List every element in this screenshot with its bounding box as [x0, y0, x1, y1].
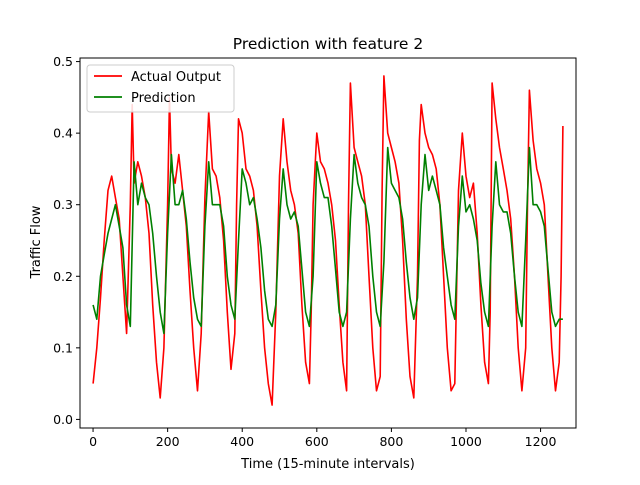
- x-tick-label: 400: [230, 434, 254, 449]
- series-line-prediction: [92, 146, 563, 335]
- y-tick-label: 0.4: [53, 126, 73, 141]
- y-axis-label: Traffic Flow: [29, 205, 44, 279]
- y-tick-label: 0.1: [53, 340, 73, 355]
- x-tick-label: 800: [379, 434, 403, 449]
- x-tick-label: 0: [89, 434, 97, 449]
- x-tick-label: 1200: [525, 434, 557, 449]
- series-line-actual-output: [92, 75, 564, 406]
- legend-box: [86, 64, 235, 113]
- axis-ticks: 0 200 400 600 800 1000 1200 0.0 0.1 0.2 0.3 0.4 0.5: [53, 54, 556, 449]
- axes-frame: [79, 57, 577, 429]
- x-tick-label: 1000: [450, 434, 482, 449]
- x-axis-label: Time (15-minute intervals): [240, 457, 415, 472]
- y-tick-label: 0.0: [53, 412, 73, 427]
- chart-title: Prediction with feature 2: [233, 35, 424, 53]
- y-tick-label: 0.5: [53, 54, 73, 69]
- legend-label-prediction: Prediction: [131, 91, 196, 106]
- legend: Actual Output Prediction: [86, 64, 235, 113]
- y-tick-label: 0.3: [53, 197, 73, 212]
- legend-label-actual-output: Actual Output: [131, 70, 221, 85]
- x-tick-label: 200: [156, 434, 180, 449]
- y-tick-label: 0.2: [53, 269, 73, 284]
- plot-area: [92, 75, 564, 406]
- x-tick-label: 600: [305, 434, 329, 449]
